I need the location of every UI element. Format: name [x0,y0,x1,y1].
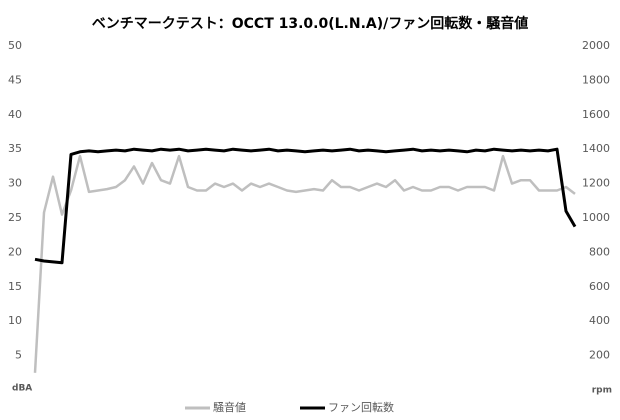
y2-tick-label: 1800 [582,73,610,86]
y-tick-label: 10 [8,314,22,327]
y-tick-label: 35 [8,142,22,155]
y-tick-label: 45 [8,73,22,86]
y-tick-label: 25 [8,211,22,224]
y2-tick-label: 1000 [582,211,610,224]
y-tick-label: 40 [8,108,22,121]
y-axis-unit: dBA [12,384,32,394]
series-line [33,154,576,373]
y2-tick-label: 1200 [582,177,610,190]
y2-tick-label: 800 [589,245,610,258]
y-tick-label: 15 [8,280,22,293]
y2-tick-label: 600 [589,280,610,293]
y-tick-label: 5 [15,349,22,362]
y-tick-label: 50 [8,39,22,52]
y2-tick-label: 2000 [582,39,610,52]
y2-axis-unit: rpm [592,386,612,396]
y2-tick-label: 400 [589,314,610,327]
legend-label: 騒音値 [213,400,246,414]
legend-label: ファン回転数 [328,401,394,414]
y2-tick-label: 1600 [582,108,610,121]
y-tick-label: 20 [8,245,22,258]
series-line [34,147,577,265]
y2-tick-label: 1400 [582,142,610,155]
chart-title: ベンチマークテスト：OCCT 13.0.0(L.N.A)/ファン回転数・騒音値 [92,15,529,32]
y-tick-label: 30 [8,177,22,190]
y2-tick-label: 200 [589,349,610,362]
